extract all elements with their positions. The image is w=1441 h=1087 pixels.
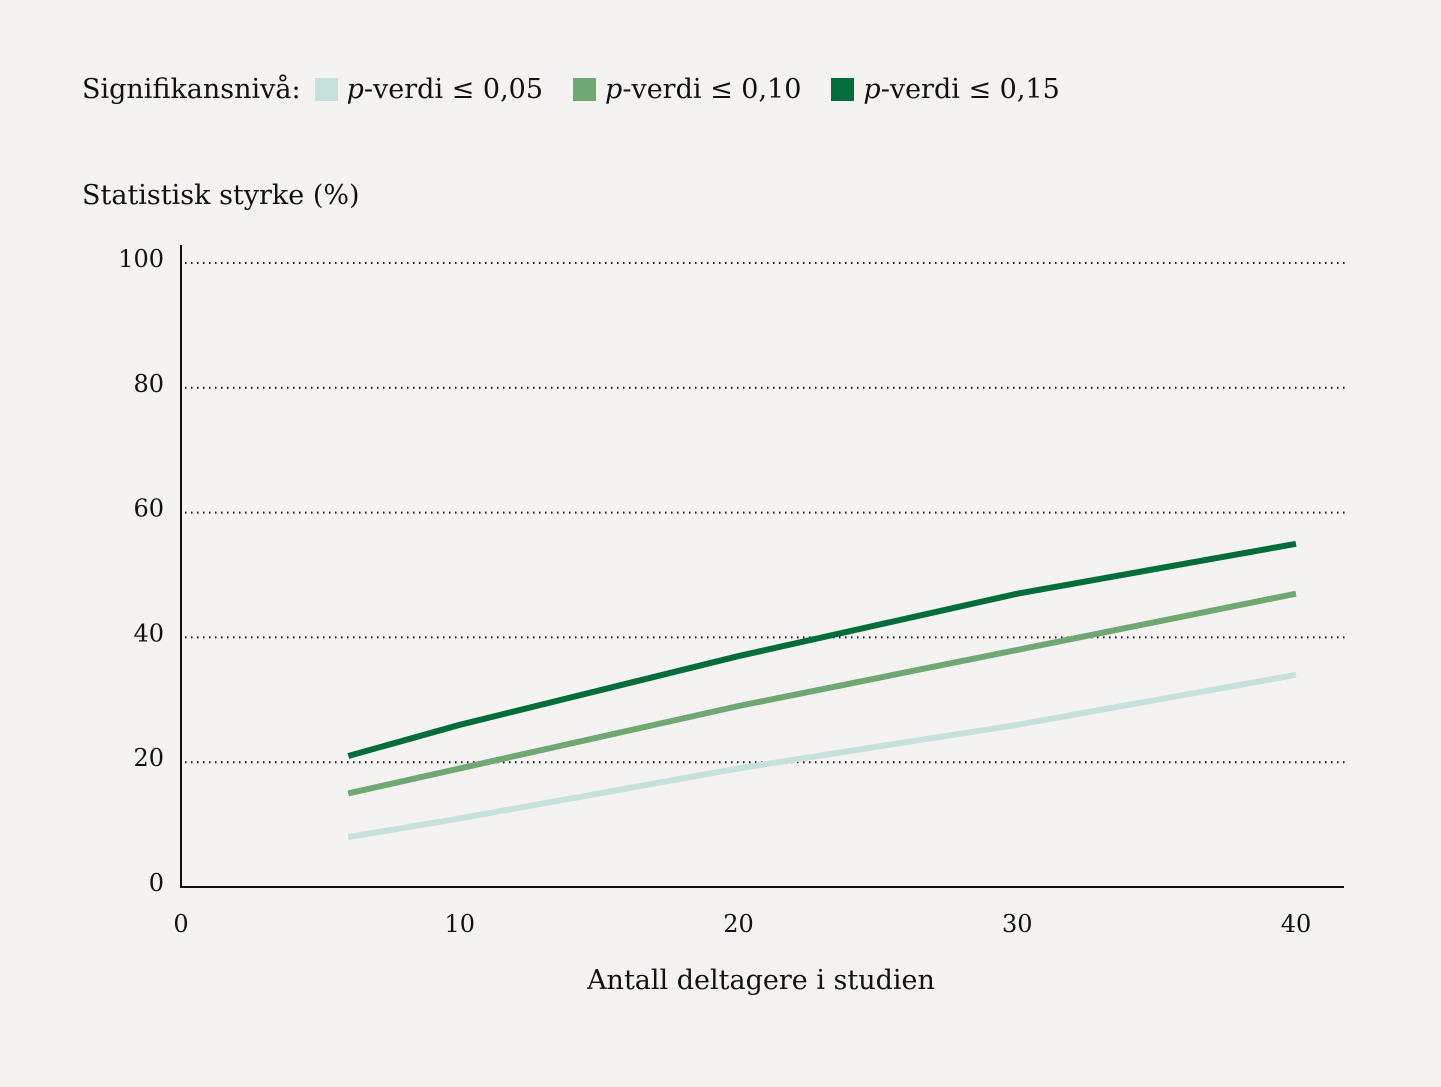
legend-swatch-010 — [573, 78, 597, 101]
y-tick-label: 80 — [133, 370, 164, 398]
y-tick-label: 40 — [133, 619, 164, 647]
series-line-1 — [347, 590, 1297, 797]
x-tick-labels: 0 10 20 30 40 — [173, 910, 1311, 938]
y-tick-label: 100 — [118, 245, 164, 273]
x-tick-label: 40 — [1281, 910, 1312, 938]
x-tick-label: 10 — [444, 910, 475, 938]
x-tick-label: 20 — [723, 910, 754, 938]
legend-item-015: p -verdi ≤ 0,15 — [831, 74, 1060, 105]
gridlines — [185, 262, 1346, 764]
y-tick-label: 60 — [133, 495, 164, 523]
legend-item-005: p -verdi ≤ 0,05 — [314, 74, 543, 105]
x-tick-label: 0 — [173, 910, 188, 938]
series-line-0 — [347, 671, 1297, 841]
x-tick-label: 30 — [1002, 910, 1033, 938]
legend-title: Signifikansnivå: — [82, 74, 301, 105]
legend: Signifikansnivå: p -verdi ≤ 0,05 p -verdi … — [82, 74, 1090, 105]
legend-swatch-015 — [831, 78, 855, 101]
data-lines — [347, 540, 1297, 841]
legend-item-010: p -verdi ≤ 0,10 — [573, 74, 801, 105]
series-line-2 — [347, 540, 1297, 759]
y-tick-label: 20 — [133, 744, 164, 772]
legend-swatch-005 — [314, 78, 338, 101]
y-tick-label: 0 — [149, 869, 164, 897]
x-axis-label: Antall deltagere i studien — [587, 965, 935, 996]
y-axis-label: Statistisk styrke (%) — [82, 180, 360, 211]
y-tick-labels: 0 20 40 60 80 100 — [118, 245, 164, 897]
